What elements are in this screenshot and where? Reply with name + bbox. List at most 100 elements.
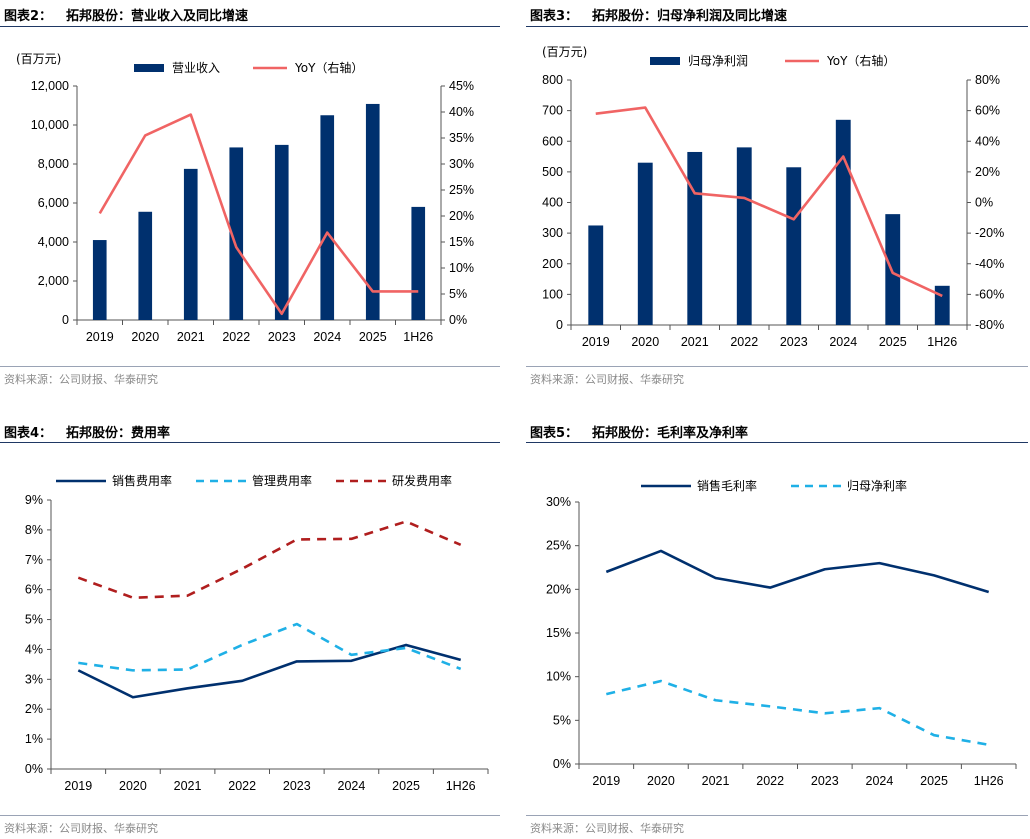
panel-margin: 图表5： 拓邦股份：毛利率及净利率 销售毛利率 归母净利率 0% 5% 10% 15% 20%… xyxy=(526,420,1030,839)
legend-label: 研发费用率 xyxy=(392,473,452,488)
unit-label: (百万元) xyxy=(542,45,587,59)
bar xyxy=(274,144,289,320)
yoy-line xyxy=(98,113,419,316)
panel-title-number: 图表2： xyxy=(4,9,53,24)
expense-ratio-chart: 销售费用率 管理费用率 研发费用率 0% 1% 2% 3% 4% 5% 6% 7% 8% 9% 2019 2… xyxy=(25,473,489,793)
x-tick-label: 2022 xyxy=(228,779,256,793)
bar xyxy=(687,151,703,325)
y-tick-label: 800 xyxy=(542,73,563,87)
x-tick-label: 1H26 xyxy=(927,335,957,349)
panel-title-text: 拓邦股份：毛利率及净利率 xyxy=(592,426,749,441)
panel-net-profit: 图表3： 拓邦股份：归母净利润及同比增速 (百万元) 归母净利润 YoY（右轴） 0 10… xyxy=(526,0,1030,395)
legend-bar-swatch xyxy=(650,57,680,65)
y2-tick-label: 45% xyxy=(449,79,474,93)
series-line xyxy=(78,622,462,672)
legend-label: YoY（右轴） xyxy=(294,60,363,75)
bar xyxy=(365,103,380,320)
legend-label: 销售费用率 xyxy=(112,473,172,488)
source-rule xyxy=(0,366,500,367)
panel-title-text: 拓邦股份：费用率 xyxy=(66,426,171,441)
source-rule xyxy=(526,366,1028,367)
x-tick-label: 2024 xyxy=(866,774,894,788)
bar xyxy=(736,147,752,325)
y2-tick-label: -80% xyxy=(975,318,1004,332)
legend-label: 管理费用率 xyxy=(252,473,312,488)
panel-title-text: 拓邦股份：营业收入及同比增速 xyxy=(66,9,249,24)
series-line xyxy=(77,520,462,600)
y-tick-label: 9% xyxy=(25,493,43,507)
y2-tick-label: 40% xyxy=(449,105,474,119)
source-rule xyxy=(526,815,1028,816)
panel-revenue: 图表2： 拓邦股份：营业收入及同比增速 (百万元) 营业收入 YoY（右轴） 0 2,00… xyxy=(0,0,502,395)
y2-tick-label: 15% xyxy=(449,235,474,249)
y-tick-label: 2% xyxy=(25,702,43,716)
y2-tick-label: 10% xyxy=(449,261,474,275)
x-tick-label: 2023 xyxy=(283,779,311,793)
x-tick-label: 2022 xyxy=(222,330,250,344)
y-tick-label: 500 xyxy=(542,165,563,179)
panel-title: 图表2： 拓邦股份：营业收入及同比增速 xyxy=(4,5,248,24)
y-tick-label: 400 xyxy=(542,196,563,210)
bar xyxy=(934,285,950,325)
series-line xyxy=(77,643,462,699)
y2-tick-label: 25% xyxy=(449,183,474,197)
y2-tick-label: 35% xyxy=(449,131,474,145)
y-tick-label: 600 xyxy=(542,134,563,148)
x-tick-label: 2019 xyxy=(592,774,620,788)
legend-label: 营业收入 xyxy=(172,61,220,75)
y-tick-label: 3% xyxy=(25,672,43,686)
y-tick-label: 10% xyxy=(546,670,571,684)
y-tick-label: 6% xyxy=(25,583,43,597)
bar xyxy=(183,168,198,320)
bar xyxy=(320,115,335,320)
y2-tick-label: -20% xyxy=(975,226,1004,240)
x-tick-label: 1H26 xyxy=(446,779,476,793)
bar xyxy=(92,240,107,320)
bar xyxy=(637,162,653,325)
y-tick-label: 5% xyxy=(553,713,571,727)
y-tick-label: 0 xyxy=(556,318,563,332)
y2-tick-label: 80% xyxy=(975,73,1000,87)
x-tick-label: 2025 xyxy=(359,330,387,344)
y-tick-label: 4,000 xyxy=(38,235,69,249)
panel-expense-ratio: 图表4： 拓邦股份：费用率 销售费用率 管理费用率 研发费用率 0% 1% 2% 3% 4% 5%… xyxy=(0,420,502,839)
revenue-chart: (百万元) 营业收入 YoY（右轴） 0 2,000 4,000 6,000 8,000 10,… xyxy=(16,52,474,344)
series-line xyxy=(605,549,990,594)
y2-tick-label: -60% xyxy=(975,287,1004,301)
y2-tick-label: 30% xyxy=(449,157,474,171)
y-tick-label: 0 xyxy=(62,313,69,327)
x-tick-label: 2020 xyxy=(647,774,675,788)
source-rule xyxy=(0,815,500,816)
y-tick-label: 15% xyxy=(546,626,571,640)
yoy-line xyxy=(595,106,943,298)
x-tick-label: 2019 xyxy=(86,330,114,344)
title-rule xyxy=(0,26,500,27)
y-tick-label: 700 xyxy=(542,104,563,118)
y2-tick-label: 0% xyxy=(449,313,467,327)
net-profit-chart: (百万元) 归母净利润 YoY（右轴） 0 100 200 300 400 500 600 700 8… xyxy=(542,45,1004,349)
x-tick-label: 2021 xyxy=(681,335,709,349)
bar xyxy=(138,211,153,320)
y-tick-label: 100 xyxy=(542,287,563,301)
x-tick-label: 1H26 xyxy=(403,330,433,344)
y-tick-label: 5% xyxy=(25,613,43,627)
x-tick-label: 2021 xyxy=(702,774,730,788)
y-tick-label: 0% xyxy=(25,762,43,776)
bar xyxy=(229,147,244,320)
margin-chart: 销售毛利率 归母净利率 0% 5% 10% 15% 20% 25% 30% 2019 2020 202… xyxy=(546,478,1017,788)
x-tick-label: 2021 xyxy=(177,330,205,344)
x-tick-label: 2020 xyxy=(131,330,159,344)
y2-tick-label: 20% xyxy=(449,209,474,223)
series-line xyxy=(606,679,989,747)
x-tick-label: 2020 xyxy=(119,779,147,793)
bar xyxy=(588,225,604,325)
y-tick-label: 25% xyxy=(546,539,571,553)
legend-label: 销售毛利率 xyxy=(697,478,757,493)
y-tick-label: 0% xyxy=(553,757,571,771)
x-tick-label: 2019 xyxy=(64,779,92,793)
x-tick-label: 2025 xyxy=(920,774,948,788)
y-tick-label: 7% xyxy=(25,553,43,567)
y-tick-label: 8,000 xyxy=(38,157,69,171)
panel-title: 图表4： 拓邦股份：费用率 xyxy=(4,422,170,441)
y2-tick-label: 0% xyxy=(975,196,993,210)
